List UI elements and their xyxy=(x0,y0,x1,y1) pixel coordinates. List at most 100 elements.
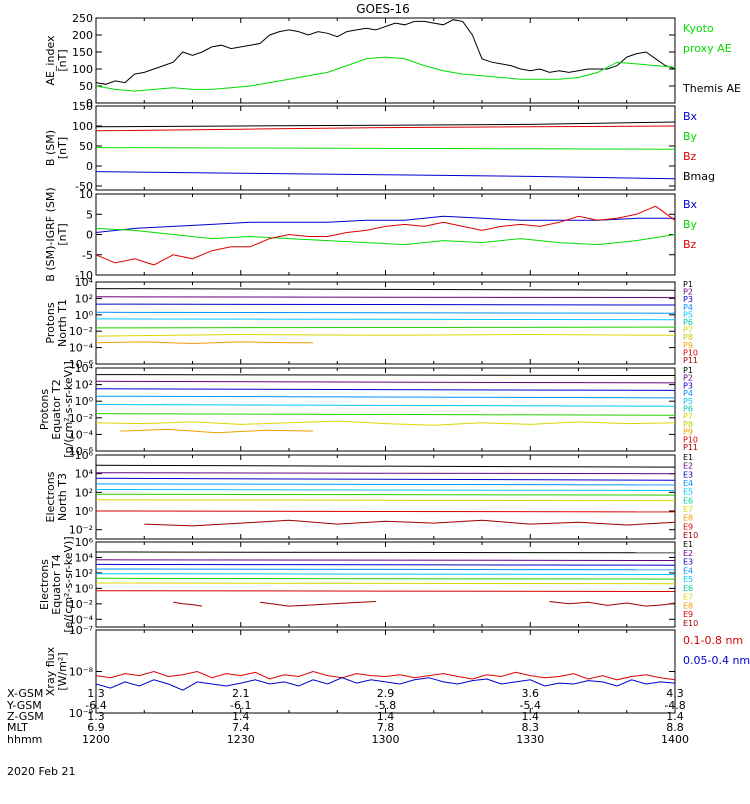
y-tick-label: 10⁻² xyxy=(69,598,93,611)
series-line-p6 xyxy=(96,413,675,416)
series-line-p4 xyxy=(96,311,675,314)
series-line-p3 xyxy=(96,303,675,306)
y-axis-label: [nT] xyxy=(56,49,69,71)
x-axis-value: 1.3 xyxy=(87,687,105,700)
y-tick-label: 10² xyxy=(75,292,93,305)
x-axis-value: 3.6 xyxy=(522,687,540,700)
y-tick-label: 10² xyxy=(75,567,93,580)
x-axis-value: 1300 xyxy=(372,733,400,746)
y-tick-label: 10⁰ xyxy=(75,505,94,518)
legend-entry: P11 xyxy=(683,356,698,365)
series-line-e9c xyxy=(549,601,675,607)
legend-entry: E5 xyxy=(683,575,693,584)
legend-entry: E8 xyxy=(683,601,693,610)
series-line-e4 xyxy=(96,568,675,571)
y-axis-label: Protons xyxy=(38,389,51,430)
x-axis-value: -4.8 xyxy=(664,699,685,712)
series-line-themis-ae xyxy=(96,19,675,85)
x-axis-row-label: hhmm xyxy=(7,733,42,746)
x-axis-value: 8.8 xyxy=(666,721,684,734)
y-tick-label: 10⁻² xyxy=(69,524,93,537)
y-axis-label: Xray flux xyxy=(44,646,57,696)
y-axis-label: [nT] xyxy=(56,137,69,159)
x-axis-value: 8.3 xyxy=(522,721,540,734)
legend-entry: E7 xyxy=(683,593,693,602)
y-axis-label: Equator T2 xyxy=(50,379,63,439)
x-axis-value: -5.4 xyxy=(520,699,541,712)
y-axis-label: B (SM) xyxy=(44,130,57,166)
legend-entry: Bz xyxy=(683,238,697,251)
x-axis-value: 6.9 xyxy=(87,721,105,734)
legend-entry: P2 xyxy=(683,288,693,297)
y-tick-label: 10⁰ xyxy=(75,309,94,322)
legend-entry: P9 xyxy=(683,428,693,437)
series-line-p5 xyxy=(96,318,675,321)
legend-entry: Themis AE xyxy=(682,82,741,95)
plot-frame xyxy=(95,541,676,628)
legend-entry: E3 xyxy=(683,470,693,479)
series-line-bx xyxy=(96,215,675,233)
y-tick-label: 10⁴ xyxy=(75,468,94,481)
series-line-e7 xyxy=(96,582,675,585)
legend-entry: E9 xyxy=(683,522,693,531)
legend-entry: E6 xyxy=(683,496,693,505)
legend-entry: E10 xyxy=(683,531,698,540)
legend-entry: Bmag xyxy=(683,170,715,183)
series-group xyxy=(96,205,675,266)
y-axis-label: [e/(cm²-s-sr-keV)] xyxy=(62,536,75,632)
legend-entry: P4 xyxy=(683,389,693,398)
series-group xyxy=(96,670,675,691)
y-tick-label: 10² xyxy=(75,379,93,392)
legend-entry: P8 xyxy=(683,420,693,429)
legend-entry: P3 xyxy=(683,295,693,304)
plot-frame xyxy=(95,454,676,540)
series-line-e5 xyxy=(96,573,675,575)
series-line-e9 xyxy=(173,601,203,607)
legend-entry: E7 xyxy=(683,505,693,514)
legend-entry: E8 xyxy=(683,514,693,523)
series-line-0-05-0-4-nm xyxy=(96,677,675,691)
date-label: 2020 Feb 21 xyxy=(7,765,75,778)
x-axis-value: 4.3 xyxy=(666,687,684,700)
x-axis-value: 1230 xyxy=(227,733,255,746)
panel-ae: 0 50 100 150 200 250 AE_index [nT] Kyoto proxy AE… xyxy=(44,12,741,110)
series-line-e3 xyxy=(96,563,675,566)
series-line-bx xyxy=(96,171,675,180)
series-group xyxy=(96,374,675,434)
legend-entry: P10 xyxy=(683,348,698,357)
x-axis-value: 1.4 xyxy=(232,710,250,723)
legend-entry: P9 xyxy=(683,341,693,350)
series-line-e1 xyxy=(96,551,675,554)
y-axis-label: Electrons xyxy=(44,471,57,522)
chart-title: GOES-16 xyxy=(356,2,410,16)
y-tick-label: 50 xyxy=(79,80,93,93)
legend-entry: P1 xyxy=(683,366,693,375)
y-axis-label: B (SM)-IGRF (SM) xyxy=(44,187,57,281)
x-axis-value: -6.1 xyxy=(230,699,251,712)
legend-entry: E1 xyxy=(683,453,693,462)
x-axis-value: -6.4 xyxy=(85,699,106,712)
y-tick-label: -10 xyxy=(75,269,93,282)
y-tick-label: 200 xyxy=(72,29,93,42)
legend-entry: E4 xyxy=(683,479,693,488)
legend-entry: E3 xyxy=(683,558,693,567)
legend-entry: P11 xyxy=(683,443,698,452)
series-line-p7 xyxy=(96,420,675,426)
series-line-e7 xyxy=(96,499,675,502)
y-tick-label: 10⁰ xyxy=(75,395,94,408)
y-axis-label: North T3 xyxy=(56,473,69,521)
y-tick-label: 10⁻⁶ xyxy=(69,358,94,371)
legend-entry: Bx xyxy=(683,110,698,123)
y-tick-label: 10⁴ xyxy=(75,362,94,375)
y-axis-label: [W/m²] xyxy=(56,652,69,690)
legend-entry: P10 xyxy=(683,435,698,444)
series-line-e2 xyxy=(96,559,675,561)
legend-entry: P6 xyxy=(683,318,693,327)
x-axis-row-label: Z-GSM xyxy=(7,710,44,723)
x-axis-value: 1330 xyxy=(516,733,544,746)
y-axis-label: AE_index xyxy=(44,35,57,86)
plot-frame xyxy=(95,193,676,276)
series-line-e8 xyxy=(96,510,675,513)
legend-entry: P5 xyxy=(683,310,693,319)
